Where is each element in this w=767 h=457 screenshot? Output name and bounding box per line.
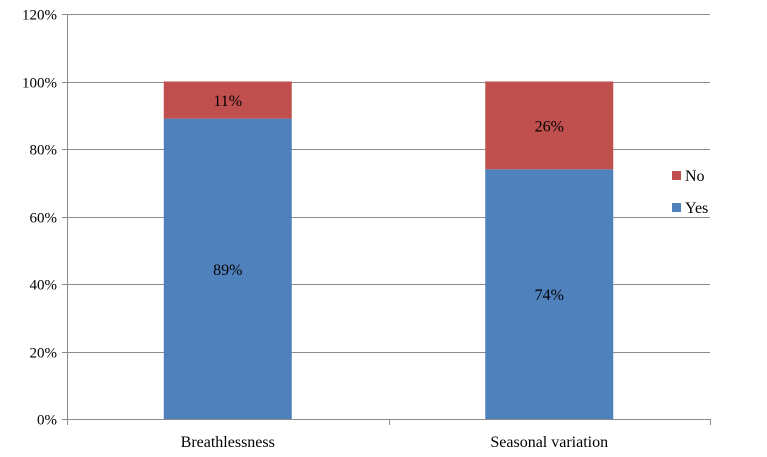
bar-no-1 xyxy=(163,81,292,119)
bar-yes-1 xyxy=(163,118,292,419)
data-label: 89% xyxy=(213,262,242,279)
y-tick-label: 120% xyxy=(22,8,57,24)
x-category-label: Seasonal variation xyxy=(490,434,608,451)
legend: No Yes xyxy=(672,168,708,217)
x-category-label: Breathlessness xyxy=(181,434,275,451)
data-label: 26% xyxy=(535,118,564,135)
y-tick-label: 0% xyxy=(37,413,57,429)
data-label: 74% xyxy=(535,287,564,304)
y-tick-label: 60% xyxy=(30,211,58,227)
y-tick-label: 80% xyxy=(30,143,58,159)
legend-label-no: No xyxy=(685,168,705,185)
axes: 0% 20% 40% 60% 80% 100% 120% Breathlessness Seas… xyxy=(22,8,711,451)
data-label: 11% xyxy=(213,93,242,110)
legend-swatch-yes xyxy=(672,203,681,212)
bars xyxy=(163,81,614,419)
legend-label-yes: Yes xyxy=(685,200,708,217)
legend-swatch-no xyxy=(672,171,681,180)
y-tick-label: 40% xyxy=(30,278,58,294)
y-tick-label: 20% xyxy=(30,346,58,362)
bar-yes-2 xyxy=(485,169,614,419)
data-labels: 89% 11% 74% 26% xyxy=(213,93,564,304)
y-tick-label: 100% xyxy=(22,76,57,92)
bar-no-2 xyxy=(485,81,614,170)
gridlines xyxy=(67,14,710,353)
